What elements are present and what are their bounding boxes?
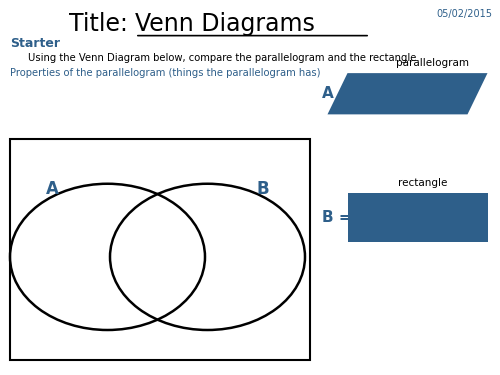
Text: A =: A = (322, 86, 352, 101)
Polygon shape (348, 193, 488, 242)
Text: Properties of the parallelogram (things the parallelogram has): Properties of the parallelogram (things … (10, 68, 320, 78)
Text: A: A (46, 180, 59, 198)
Polygon shape (328, 73, 488, 114)
Text: parallelogram: parallelogram (396, 57, 469, 68)
FancyBboxPatch shape (10, 139, 310, 360)
Text: rectangle: rectangle (398, 177, 447, 188)
Text: 05/02/2015: 05/02/2015 (436, 9, 492, 20)
Text: B: B (256, 180, 269, 198)
Text: Using the Venn Diagram below, compare the parallelogram and the rectangle.: Using the Venn Diagram below, compare th… (28, 53, 419, 63)
Text: Title:: Title: (68, 12, 135, 36)
Text: B =: B = (322, 210, 352, 225)
Text: Starter: Starter (10, 37, 60, 50)
Text: Venn Diagrams: Venn Diagrams (135, 12, 315, 36)
